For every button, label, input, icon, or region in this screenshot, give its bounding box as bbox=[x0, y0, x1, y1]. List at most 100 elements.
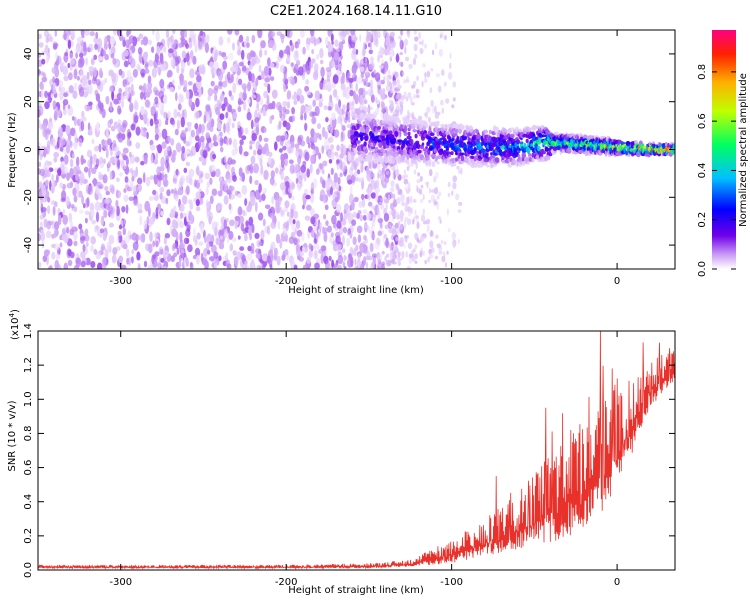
spectrogram-cell bbox=[406, 76, 409, 81]
spectrogram-cell bbox=[293, 99, 298, 106]
spectrogram-cell bbox=[161, 128, 168, 140]
spectrogram-cell bbox=[397, 84, 402, 89]
spectrogram-cell bbox=[175, 168, 179, 176]
spectrogram-cell bbox=[120, 99, 125, 108]
spectrogram-cell bbox=[101, 264, 107, 269]
spectrogram-cell bbox=[528, 127, 534, 131]
spectrogram-cell bbox=[324, 138, 330, 147]
spectrogram-cell bbox=[90, 58, 95, 66]
spectrogram-cell bbox=[429, 240, 434, 249]
spectrogram-cell bbox=[375, 108, 380, 116]
spectrogram-cell bbox=[51, 251, 56, 260]
spectrogram-cell bbox=[452, 81, 457, 88]
spectrogram-cell bbox=[95, 211, 100, 223]
spectrogram-cell bbox=[199, 173, 204, 178]
spectrogram-cell bbox=[392, 80, 397, 86]
spectrogram-cell bbox=[366, 166, 370, 175]
spectrogram-cell bbox=[309, 60, 314, 69]
spectrogram-cell bbox=[246, 52, 252, 61]
spectrogram-cell bbox=[351, 83, 354, 90]
spectrogram-cell bbox=[68, 72, 73, 81]
spectrogram-cell bbox=[83, 166, 89, 173]
spectrogram-cell bbox=[406, 118, 410, 124]
spectrogram-cell bbox=[521, 152, 527, 159]
spectrogram-cell bbox=[270, 62, 275, 68]
spectrogram-cell bbox=[411, 255, 416, 262]
spectrogram-cell bbox=[90, 167, 97, 175]
spectrogram-cell bbox=[201, 125, 204, 136]
spectrogram-cell bbox=[484, 152, 489, 159]
spectrogram-cell bbox=[52, 100, 57, 110]
spectrogram-cell bbox=[443, 81, 447, 87]
spectrogram-cell bbox=[334, 151, 339, 157]
spectrogram-cell bbox=[367, 256, 373, 261]
spectrogram-cell bbox=[320, 66, 325, 78]
spectrogram-cell bbox=[157, 262, 161, 269]
spectrogram-cell bbox=[143, 83, 147, 93]
spectrogram-cell bbox=[86, 71, 90, 80]
spectrogram-cell bbox=[380, 92, 385, 100]
spectrogram-cell bbox=[396, 145, 401, 152]
spectrogram-cell bbox=[218, 81, 223, 87]
spectrogram-cell bbox=[238, 34, 244, 43]
spectrogram-cell bbox=[98, 143, 102, 153]
spectrogram-cell bbox=[400, 193, 405, 202]
spectrogram-cell bbox=[344, 91, 351, 100]
spectrogram-cell bbox=[486, 164, 490, 168]
spectrogram-cell bbox=[131, 249, 135, 255]
spectrogram-cell bbox=[309, 163, 313, 174]
spectrogram-cell bbox=[297, 38, 301, 46]
spectrogram-cell bbox=[414, 133, 418, 139]
spectrogram-cell bbox=[313, 238, 317, 244]
spectrogram-cell bbox=[371, 65, 375, 69]
spectrogram-cell bbox=[88, 66, 94, 72]
spectrogram-cell bbox=[235, 146, 238, 155]
spectrogram-cell bbox=[225, 138, 229, 146]
spectrogram-cell bbox=[223, 123, 226, 134]
colorbar-tick-label: 0.0 bbox=[697, 261, 708, 277]
spectrogram-cell bbox=[123, 60, 129, 68]
spectrogram-cell bbox=[419, 175, 423, 182]
spectrogram-cell bbox=[223, 219, 227, 230]
spectrogram-cell bbox=[391, 172, 395, 179]
spectrogram-cell bbox=[38, 118, 41, 129]
spectrogram-cell bbox=[109, 171, 113, 181]
spectrogram-cell bbox=[180, 243, 186, 248]
spectrogram-cell bbox=[137, 177, 143, 185]
spectrogram-cell bbox=[348, 253, 352, 260]
spectrogram-cell bbox=[432, 49, 435, 56]
y-tick-label: 0.4 bbox=[23, 494, 34, 510]
spectrogram-cell bbox=[187, 81, 193, 86]
spectrogram-cell bbox=[62, 209, 66, 216]
spectrogram-cell bbox=[117, 108, 122, 114]
spectrogram-cell bbox=[45, 169, 51, 178]
spectrogram-cell bbox=[319, 59, 324, 65]
spectrogram-cell bbox=[80, 120, 85, 132]
spectrogram-cell bbox=[285, 45, 291, 55]
spectrogram-cell bbox=[434, 255, 439, 260]
spectrogram-cell bbox=[170, 138, 175, 146]
spectrogram-cell bbox=[229, 219, 235, 227]
spectrogram-cell bbox=[286, 54, 291, 63]
spectrogram-cell bbox=[366, 193, 371, 201]
spectrogram-cell bbox=[283, 158, 288, 167]
spectrogram-cell bbox=[441, 255, 446, 263]
spectrogram-cell bbox=[163, 250, 169, 258]
spectrogram-cell bbox=[63, 75, 69, 82]
spectrogram-cell bbox=[188, 97, 193, 108]
spectrogram-cell bbox=[267, 57, 271, 67]
spectrogram-cell bbox=[396, 186, 400, 192]
spectrogram-cell bbox=[87, 122, 91, 131]
spectrogram-cell bbox=[360, 246, 365, 254]
spectrogram-cell bbox=[176, 55, 181, 64]
spectrogram-cell bbox=[440, 123, 446, 128]
spectrogram-cell bbox=[238, 126, 244, 136]
spectrogram-cell bbox=[90, 209, 95, 217]
spectrogram-cell bbox=[66, 30, 71, 36]
spectrogram-cell bbox=[260, 70, 265, 80]
spectrogram-cell bbox=[490, 152, 493, 156]
spectrogram-cell bbox=[103, 210, 108, 218]
spectrogram-cell bbox=[69, 52, 74, 59]
spectrogram-cell bbox=[342, 215, 345, 224]
spectrogram-cell bbox=[470, 142, 474, 148]
